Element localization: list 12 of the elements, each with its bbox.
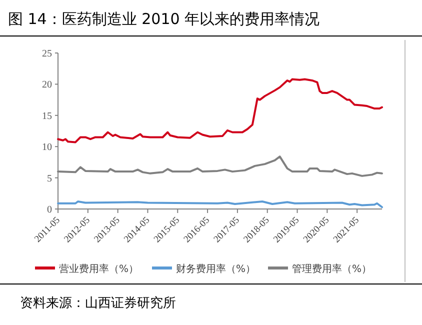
chart-title: 图 14：医药制造业 2010 年以来的费用率情况 — [8, 10, 320, 28]
legend-label: 管理费用率（%） — [292, 263, 372, 275]
y-tick-label: 15 — [42, 110, 52, 122]
legend-label: 营业费用率（%） — [59, 263, 139, 275]
text: 资料来源：山西证券研究所 — [20, 296, 176, 311]
line-series — [57, 78, 383, 144]
y-tick-label: 20 — [42, 80, 52, 91]
y-tick-label: 5 — [47, 173, 52, 184]
y-tick-label: 25 — [42, 48, 52, 60]
y-tick-label: 10 — [42, 142, 52, 154]
y-tick-label: 0 — [47, 204, 52, 216]
legend-label: 财务费用率（%） — [176, 263, 256, 275]
